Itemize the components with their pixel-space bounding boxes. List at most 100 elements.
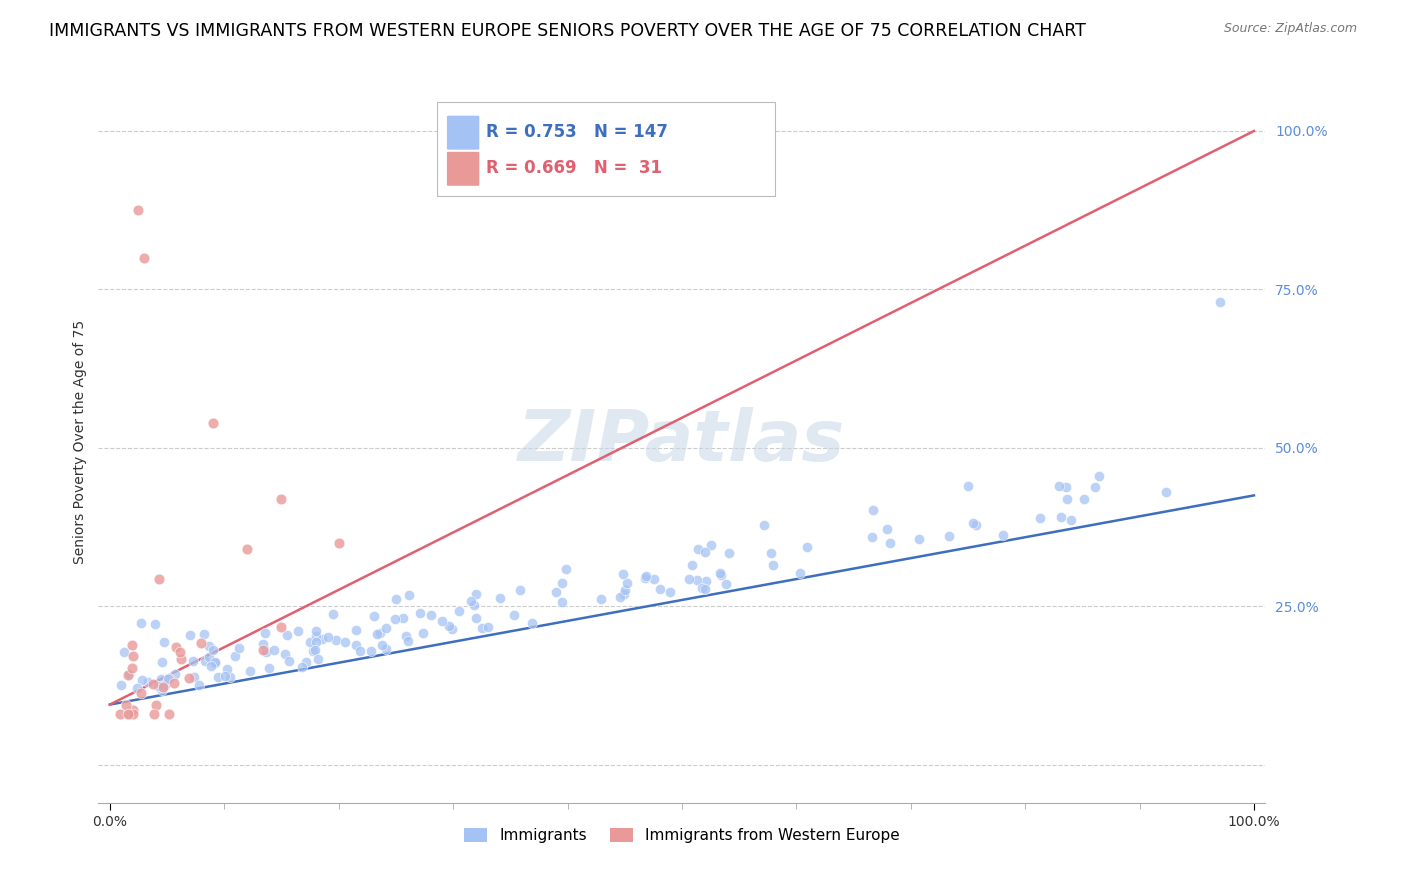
Point <box>145 698 167 712</box>
Point <box>190 636 212 650</box>
Point <box>150 673 173 687</box>
Point <box>200 658 222 673</box>
Point <box>179 672 201 686</box>
Point <box>962 516 984 531</box>
Point <box>368 625 391 640</box>
Point <box>110 678 132 692</box>
Point <box>157 671 180 685</box>
Point <box>153 678 176 692</box>
Point <box>118 667 141 681</box>
Point <box>447 604 470 618</box>
Point <box>163 676 186 690</box>
Point <box>1049 509 1071 524</box>
Point <box>520 615 543 630</box>
Point <box>165 640 187 654</box>
Point <box>437 619 460 633</box>
Point <box>1047 479 1070 493</box>
Point <box>197 639 219 653</box>
Point <box>287 624 309 638</box>
Point <box>270 620 292 634</box>
Text: IMMIGRANTS VS IMMIGRANTS FROM WESTERN EUROPE SENIORS POVERTY OVER THE AGE OF 75 : IMMIGRANTS VS IMMIGRANTS FROM WESTERN EU… <box>49 22 1085 40</box>
Point <box>276 628 298 642</box>
Point <box>471 621 494 635</box>
Text: Source: ZipAtlas.com: Source: ZipAtlas.com <box>1223 22 1357 36</box>
Point <box>117 668 139 682</box>
Point <box>430 614 453 628</box>
Point <box>550 575 572 590</box>
Point <box>214 669 236 683</box>
Point <box>294 655 316 669</box>
Point <box>710 568 733 582</box>
Point <box>142 677 165 691</box>
Point <box>789 566 811 580</box>
Point <box>201 416 224 430</box>
Point <box>108 707 131 722</box>
Point <box>613 582 636 597</box>
Point <box>152 680 174 694</box>
Point <box>122 703 145 717</box>
Point <box>165 667 187 681</box>
Point <box>114 698 136 713</box>
Point <box>392 611 415 625</box>
Point <box>127 203 149 218</box>
Point <box>1154 484 1177 499</box>
Point <box>509 583 531 598</box>
Point <box>202 643 225 657</box>
Point <box>370 638 392 652</box>
Point <box>375 642 398 657</box>
Point <box>299 635 322 649</box>
Text: R = 0.669   N =  31: R = 0.669 N = 31 <box>486 160 662 178</box>
Point <box>207 670 229 684</box>
Point <box>965 518 987 533</box>
Point <box>150 683 173 698</box>
Point <box>335 635 357 649</box>
Point <box>121 638 143 652</box>
Point <box>938 529 960 543</box>
Point <box>114 645 136 659</box>
Point <box>396 633 419 648</box>
Point <box>344 624 367 638</box>
Point <box>636 569 658 583</box>
Point <box>658 584 681 599</box>
Point <box>695 545 717 559</box>
Point <box>257 661 280 675</box>
Point <box>650 582 672 596</box>
Point <box>643 572 665 586</box>
Point <box>384 611 406 625</box>
Point <box>688 541 710 556</box>
Point <box>181 654 204 668</box>
Point <box>122 648 145 663</box>
Point <box>218 670 240 684</box>
Point <box>1029 511 1052 525</box>
Point <box>273 647 295 661</box>
Point <box>254 645 277 659</box>
Point <box>183 670 205 684</box>
Point <box>796 541 818 555</box>
Point <box>291 660 314 674</box>
Point <box>360 644 382 658</box>
Point <box>464 587 486 601</box>
Point <box>409 606 432 620</box>
Point <box>1208 295 1230 310</box>
Point <box>460 593 482 607</box>
Text: ZIPatlas: ZIPatlas <box>519 407 845 476</box>
Point <box>228 640 250 655</box>
Point <box>716 576 738 591</box>
Legend: Immigrants, Immigrants from Western Europe: Immigrants, Immigrants from Western Euro… <box>458 822 905 849</box>
FancyBboxPatch shape <box>446 151 479 186</box>
Point <box>554 562 576 576</box>
Point <box>700 538 723 552</box>
Point <box>150 656 173 670</box>
Point <box>503 607 526 622</box>
Point <box>685 573 707 587</box>
Point <box>170 652 193 666</box>
Point <box>236 542 259 557</box>
Point <box>762 558 785 573</box>
Point <box>129 686 152 700</box>
Point <box>681 558 703 573</box>
Point <box>1073 492 1095 507</box>
Point <box>134 251 156 265</box>
FancyBboxPatch shape <box>437 102 775 196</box>
Point <box>695 582 717 596</box>
Point <box>131 673 153 688</box>
